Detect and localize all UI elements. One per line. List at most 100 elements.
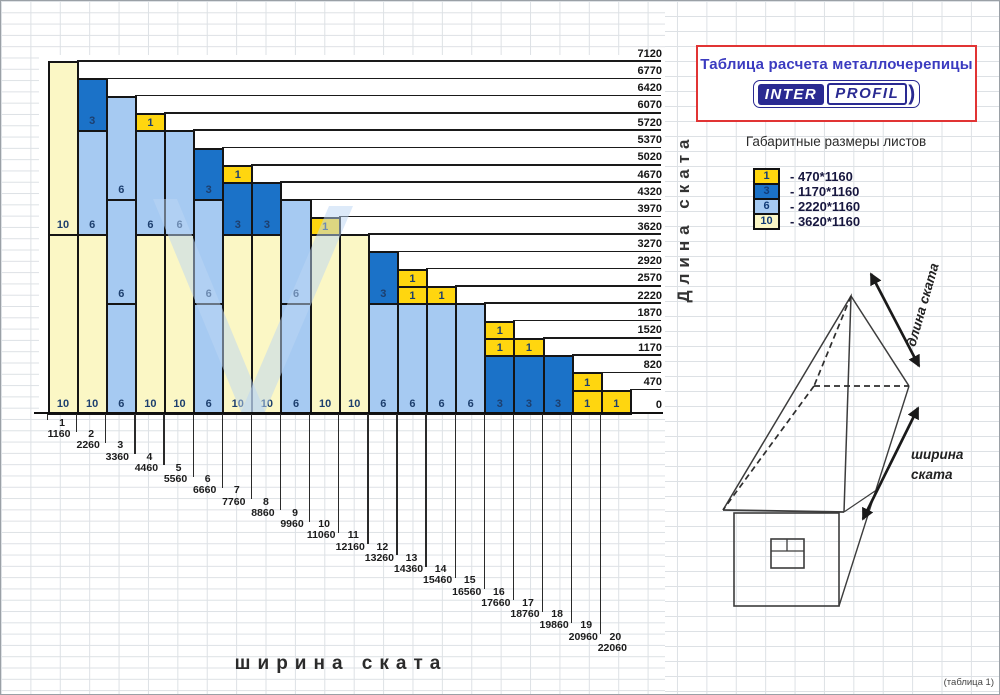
x-tick-line xyxy=(105,414,107,443)
bar-segment-count: 6 xyxy=(205,288,212,301)
bar-segment-6: 6 xyxy=(193,199,225,306)
bar-segment-6: 6 xyxy=(367,303,399,415)
x-tick-value: 19860 xyxy=(539,619,569,632)
x-tick-index: 8 xyxy=(262,495,269,508)
bar-segment-1: 1 xyxy=(513,337,545,358)
bar-segment-3: 3 xyxy=(542,355,574,415)
bar-segment-1: 1 xyxy=(396,285,429,306)
bar-segment-10: 10 xyxy=(134,234,166,415)
y-tick-label: 2220 xyxy=(637,289,662,302)
x-tick-value: 17660 xyxy=(481,596,511,609)
bar-segment-1: 1 xyxy=(484,320,516,340)
y-tick-label: 5370 xyxy=(637,134,662,147)
y-leader-line xyxy=(484,302,661,304)
bar-segment-3: 3 xyxy=(76,78,108,133)
y-tick-label: 4320 xyxy=(637,185,662,198)
logo-inter: INTER xyxy=(757,83,825,105)
legend-label: - 1170*1160 xyxy=(790,184,860,199)
x-tick-index: 18 xyxy=(551,608,563,620)
x-tick-line xyxy=(134,414,136,454)
bar-segment-count: 6 xyxy=(467,397,474,410)
y-tick-label: 1520 xyxy=(637,324,662,337)
bar-segment-1: 1 xyxy=(571,372,603,392)
x-tick-value: 13260 xyxy=(364,551,394,564)
x-tick-line xyxy=(541,414,544,612)
x-axis-title: ширина ската xyxy=(234,653,448,674)
x-tick-index: 11 xyxy=(347,529,359,542)
roof-gable xyxy=(722,293,852,513)
bar-segment-6: 6 xyxy=(280,303,312,415)
bar-segment-count: 6 xyxy=(205,397,212,410)
y-tick-label: 1170 xyxy=(638,341,662,354)
bar-segment-count: 6 xyxy=(380,397,387,410)
x-tick-index: 5 xyxy=(175,461,182,474)
bar-segment-10: 10 xyxy=(47,61,79,237)
bar-segment-count: 10 xyxy=(348,397,361,410)
x-tick-index: 14 xyxy=(434,563,447,575)
bar-segment-3: 3 xyxy=(251,182,283,237)
y-leader-line xyxy=(76,60,661,62)
x-tick-value: 9960 xyxy=(280,518,304,530)
x-tick-index: 13 xyxy=(405,551,418,564)
x-tick-index: 15 xyxy=(463,574,476,587)
y-leader-line xyxy=(193,129,661,131)
x-tick-value: 3360 xyxy=(105,450,129,463)
bar-segment-3: 3 xyxy=(222,182,254,237)
x-tick-line xyxy=(192,414,194,477)
bar-segment-1: 1 xyxy=(134,112,166,133)
x-tick-value: 8860 xyxy=(251,506,275,519)
slope-length-arrow xyxy=(869,272,921,368)
slope-length-label: длина ската xyxy=(904,261,942,348)
y-tick-label: 1870 xyxy=(637,307,662,320)
y-tick-label: 0 xyxy=(655,399,662,411)
x-tick-line xyxy=(46,414,49,421)
bar-segment-count: 1 xyxy=(584,376,591,389)
bar-segment-3: 3 xyxy=(484,355,516,415)
bar-segment-count: 10 xyxy=(144,397,157,410)
y-leader-line xyxy=(222,146,661,149)
bar-segment-count: 1 xyxy=(525,342,533,355)
x-tick-line xyxy=(367,414,369,544)
y-tick-label: 820 xyxy=(643,358,662,371)
x-tick-line xyxy=(483,414,485,589)
x-tick-line xyxy=(221,414,223,488)
x-tick-value: 2260 xyxy=(76,439,100,452)
bar-segment-6: 6 xyxy=(280,199,312,306)
x-tick-value: 18760 xyxy=(510,608,540,620)
y-leader-line xyxy=(134,94,661,97)
bar-segment-count: 6 xyxy=(89,219,96,232)
x-tick-line xyxy=(571,414,573,623)
x-tick-value: 11060 xyxy=(306,529,336,542)
roof-eave-front xyxy=(722,509,845,513)
y-leader-line xyxy=(105,77,661,79)
x-tick-value: 7760 xyxy=(222,495,246,508)
x-tick-line xyxy=(600,414,602,634)
x-tick-value: 5560 xyxy=(163,473,188,485)
y-tick-label: 470 xyxy=(643,376,662,389)
y-tick-label: 3620 xyxy=(637,220,662,233)
house-diagram: длина ската ширина ската xyxy=(722,261,964,607)
x-tick-index: 4 xyxy=(146,450,153,463)
y-tick-label: 3970 xyxy=(637,203,662,216)
x-tick-line xyxy=(250,414,253,499)
y-tick-label: 2570 xyxy=(637,272,662,285)
x-tick-value: 12160 xyxy=(335,540,365,553)
y-leader-line xyxy=(600,371,661,374)
bar-segment-1: 1 xyxy=(484,337,516,358)
bar-segment-count: 3 xyxy=(496,397,503,410)
x-tick-index: 6 xyxy=(204,473,211,485)
bar-segment-count: 6 xyxy=(118,184,125,197)
legend-swatch: 10 xyxy=(753,213,780,230)
bar-segment-count: 10 xyxy=(173,397,186,410)
bar-segment-6: 6 xyxy=(134,130,166,237)
bar-segment-count: 10 xyxy=(260,397,273,410)
bar-segment-10: 10 xyxy=(309,234,341,415)
x-tick-value: 14360 xyxy=(393,563,424,575)
x-tick-value: 16560 xyxy=(452,585,482,598)
y-leader-line xyxy=(309,198,661,201)
y-leader-line xyxy=(426,267,661,270)
bar-segment-10: 10 xyxy=(76,234,108,415)
x-tick-index: 1 xyxy=(59,416,65,429)
x-tick-line xyxy=(454,414,456,578)
bar-segment-count: 3 xyxy=(380,288,387,301)
